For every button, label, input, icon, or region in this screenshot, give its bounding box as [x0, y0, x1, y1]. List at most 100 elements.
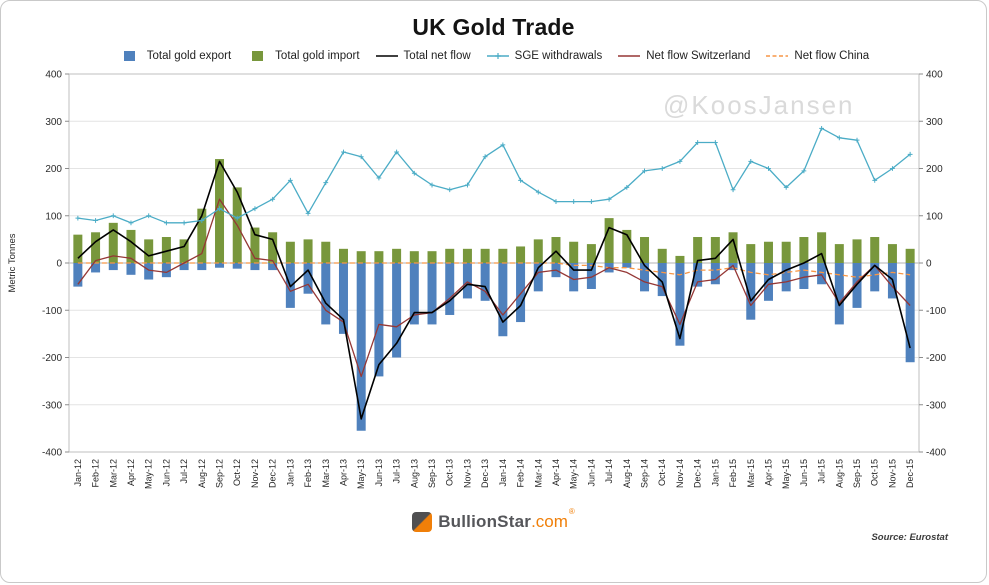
svg-text:Mar-12: Mar-12: [108, 459, 118, 488]
svg-text:Feb-13: Feb-13: [303, 459, 313, 488]
brand-name: BullionStar: [438, 512, 532, 531]
svg-text:Jan-15: Jan-15: [710, 459, 720, 487]
legend-item-total-gold-export: Total gold export: [118, 50, 231, 62]
legend-item-total-net-flow: Total net flow: [375, 50, 471, 62]
line-sge-withdrawals: [75, 125, 913, 226]
chart-legend: Total gold export Total gold import Total …: [1, 50, 986, 62]
svg-text:-300: -300: [42, 400, 62, 411]
svg-text:Feb-12: Feb-12: [91, 459, 101, 488]
svg-text:100: 100: [45, 211, 62, 222]
legend-item-net-flow-china: Net flow China: [765, 50, 869, 62]
bullionstar-logo: BullionStar.com®: [1, 507, 986, 532]
svg-text:Oct-14: Oct-14: [657, 459, 667, 486]
svg-text:Sep-13: Sep-13: [427, 459, 437, 488]
svg-text:Jul-13: Jul-13: [392, 459, 402, 484]
svg-text:-400: -400: [926, 448, 946, 459]
bars-export: [73, 263, 915, 431]
watermark: @KoosJansen: [663, 90, 853, 120]
svg-text:100: 100: [926, 211, 943, 222]
svg-text:300: 300: [45, 117, 62, 128]
svg-text:May-15: May-15: [781, 459, 791, 489]
svg-text:Dec-15: Dec-15: [905, 459, 915, 488]
legend-line-icon: [766, 55, 789, 57]
legend-line-icon: [618, 55, 641, 57]
legend-label: SGE withdrawals: [514, 50, 603, 62]
svg-text:Sep-12: Sep-12: [215, 459, 225, 488]
svg-text:Apr-14: Apr-14: [551, 459, 561, 486]
svg-text:-100: -100: [42, 306, 62, 317]
svg-text:Jun-15: Jun-15: [799, 459, 809, 487]
svg-text:Mar-14: Mar-14: [533, 459, 543, 488]
svg-text:400: 400: [926, 70, 943, 81]
svg-text:Aug-15: Aug-15: [834, 459, 844, 488]
legend-label: Total gold import: [275, 50, 360, 62]
svg-text:Sep-15: Sep-15: [852, 459, 862, 488]
svg-text:Nov-14: Nov-14: [675, 459, 685, 488]
svg-text:Jan-13: Jan-13: [285, 459, 295, 487]
svg-text:Jun-12: Jun-12: [161, 459, 171, 487]
y-axis-right: -400 -300 -200 -100 0 100 200 300 400: [919, 70, 946, 459]
bars-import: [73, 159, 915, 263]
legend-swatch-icon: [252, 51, 264, 61]
svg-text:0: 0: [926, 259, 932, 270]
svg-text:Jan-14: Jan-14: [498, 459, 508, 487]
svg-text:Apr-15: Apr-15: [763, 459, 773, 486]
legend-label: Total gold export: [146, 50, 232, 62]
svg-text:Feb-14: Feb-14: [516, 459, 526, 488]
svg-text:Mar-15: Mar-15: [746, 459, 756, 488]
legend-item-net-flow-switzerland: Net flow Switzerland: [617, 50, 750, 62]
svg-text:400: 400: [45, 70, 62, 81]
y-axis-title: Metric Tonnes: [7, 233, 18, 292]
svg-text:Oct-13: Oct-13: [445, 459, 455, 486]
svg-text:May-14: May-14: [569, 459, 579, 489]
svg-text:Oct-15: Oct-15: [870, 459, 880, 486]
svg-text:Sep-14: Sep-14: [640, 459, 650, 488]
svg-text:Nov-13: Nov-13: [462, 459, 472, 488]
svg-text:200: 200: [45, 164, 62, 175]
svg-text:Aug-13: Aug-13: [409, 459, 419, 488]
line-total-net-flow: [77, 160, 911, 420]
svg-text:Dec-12: Dec-12: [268, 459, 278, 488]
source-note: Source: Eurostat: [871, 532, 948, 543]
svg-text:Jun-13: Jun-13: [374, 459, 384, 487]
svg-text:Dec-14: Dec-14: [693, 459, 703, 488]
svg-text:Aug-14: Aug-14: [622, 459, 632, 488]
chart-canvas: @KoosJansen -400 -300 -200 -100 0 100 200 300 400…: [7, 70, 946, 490]
svg-text:Metric Tonnes: Metric Tonnes: [7, 233, 18, 292]
legend-label: Net flow Switzerland: [646, 50, 751, 62]
legend-label: Total net flow: [403, 50, 471, 62]
svg-text:Nov-15: Nov-15: [887, 459, 897, 488]
svg-text:Apr-13: Apr-13: [338, 459, 348, 486]
svg-text:Apr-12: Apr-12: [126, 459, 136, 486]
bullionstar-icon: [412, 512, 433, 532]
legend-swatch-icon: [123, 51, 135, 61]
legend-item-total-gold-import: Total gold import: [246, 50, 360, 62]
svg-text:Dec-13: Dec-13: [480, 459, 490, 488]
svg-text:Jun-14: Jun-14: [586, 459, 596, 487]
svg-text:Jul-15: Jul-15: [817, 459, 827, 484]
svg-text:-200: -200: [926, 353, 946, 364]
svg-text:Jul-12: Jul-12: [179, 459, 189, 484]
svg-text:May-13: May-13: [356, 459, 366, 489]
svg-text:Jul-14: Jul-14: [604, 459, 614, 484]
svg-text:Mar-13: Mar-13: [321, 459, 331, 488]
svg-text:Oct-12: Oct-12: [232, 459, 242, 486]
svg-text:-200: -200: [42, 353, 62, 364]
line-net-flow-china: [77, 262, 911, 278]
footer: BullionStar.com® Source: Eurostat: [1, 506, 986, 558]
legend-line-icon: [375, 55, 398, 57]
svg-text:Jan-12: Jan-12: [73, 459, 83, 487]
registered-mark: ®: [568, 507, 575, 516]
y-axis-left: -400 -300 -200 -100 0 100 200 300 400: [42, 70, 69, 459]
legend-line-icon: [486, 53, 509, 59]
svg-text:-300: -300: [926, 400, 946, 411]
svg-text:May-12: May-12: [144, 459, 154, 489]
svg-text:Feb-15: Feb-15: [728, 459, 738, 488]
svg-text:-100: -100: [926, 306, 946, 317]
brand-suffix: .com: [531, 512, 568, 531]
legend-item-sge-withdrawals: SGE withdrawals: [486, 50, 603, 62]
svg-text:Aug-12: Aug-12: [197, 459, 207, 488]
svg-text:200: 200: [926, 164, 943, 175]
svg-text:Nov-12: Nov-12: [250, 459, 260, 488]
